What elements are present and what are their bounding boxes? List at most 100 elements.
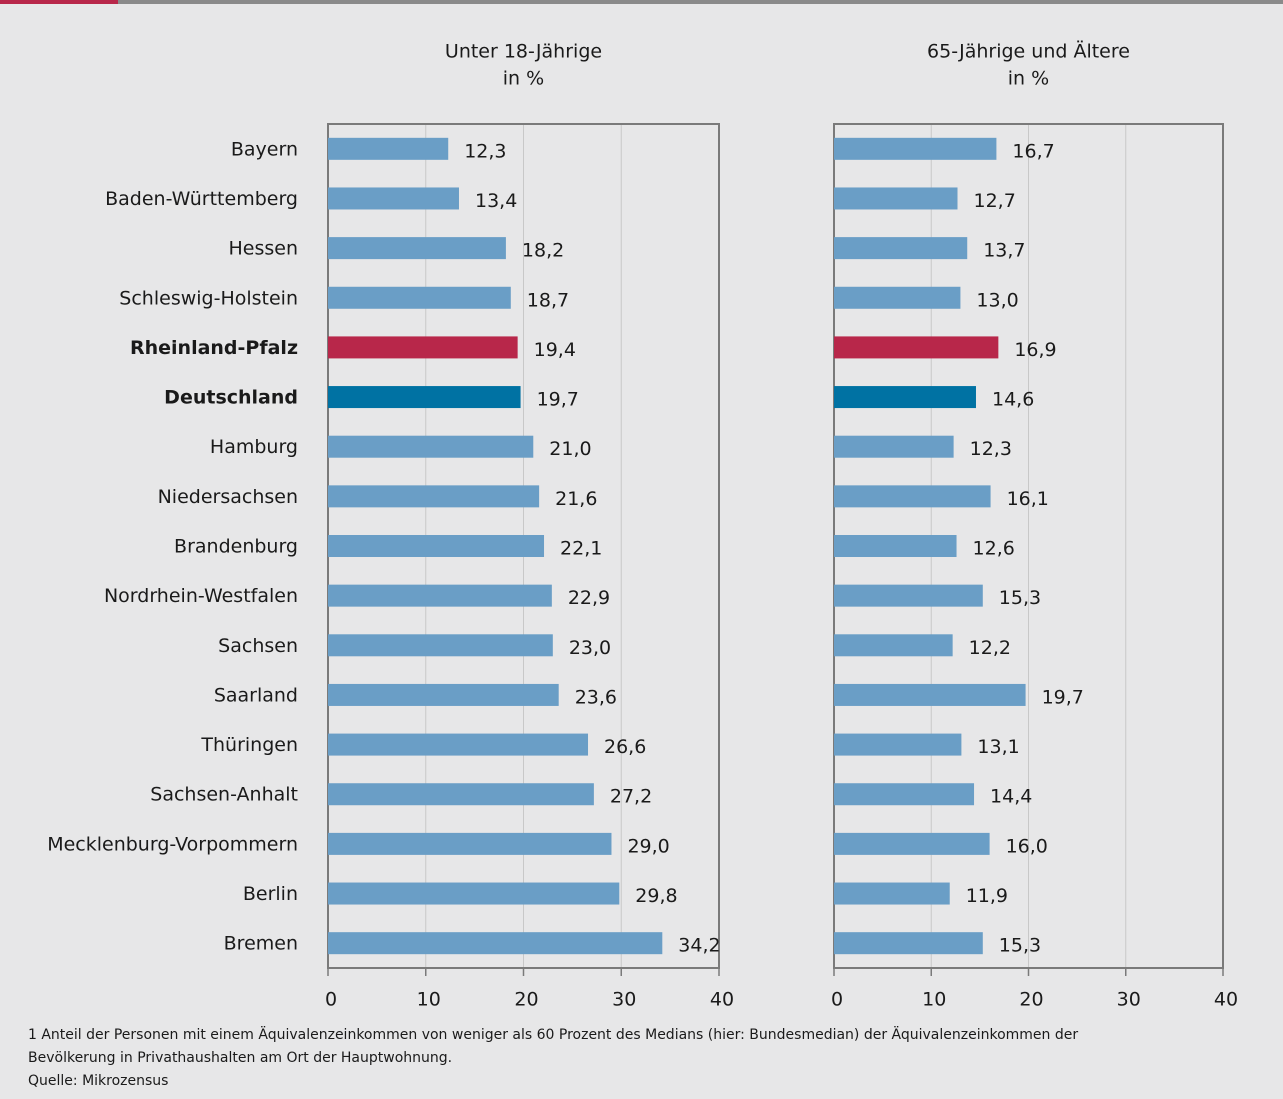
category-label: Bremen	[224, 933, 298, 955]
value-label: 13,1	[977, 736, 1019, 758]
bar	[328, 137, 449, 160]
bar	[834, 733, 962, 756]
chart-title: Unter 18-Jährige	[445, 41, 602, 63]
category-label: Hessen	[228, 238, 298, 260]
bar	[834, 237, 968, 260]
value-label: 29,8	[635, 885, 677, 907]
category-label: Baden-Württemberg	[105, 188, 298, 210]
value-label: 19,4	[534, 339, 576, 361]
category-label: Saarland	[214, 684, 298, 706]
value-label: 29,0	[627, 835, 669, 857]
chart-subtitle: in %	[503, 68, 544, 90]
value-label: 18,7	[527, 289, 569, 311]
value-label: 19,7	[537, 389, 579, 411]
bar	[328, 932, 663, 955]
bar	[328, 187, 459, 210]
category-label: Deutschland	[164, 387, 298, 409]
value-label: 14,4	[990, 786, 1032, 808]
value-label: 21,6	[555, 488, 597, 510]
value-label: 16,0	[1006, 835, 1048, 857]
value-label: 16,9	[1014, 339, 1056, 361]
value-label: 16,1	[1007, 488, 1049, 510]
bar	[834, 634, 953, 657]
chart-subtitle: in %	[1008, 68, 1049, 90]
bar	[328, 683, 559, 706]
bar	[834, 932, 983, 955]
value-label: 14,6	[992, 389, 1034, 411]
x-tick-label: 40	[1214, 989, 1238, 1011]
value-label: 16,7	[1012, 140, 1054, 162]
bar	[328, 435, 534, 458]
bar	[834, 286, 961, 309]
bar	[328, 832, 612, 855]
bar	[834, 336, 999, 359]
value-label: 11,9	[966, 885, 1008, 907]
footnote: Bevölkerung in Privathaushalten am Ort d…	[28, 1050, 452, 1066]
value-label: 12,2	[969, 637, 1011, 659]
value-label: 22,9	[568, 587, 610, 609]
category-label: Schleswig-Holstein	[119, 287, 298, 309]
footnote: 1 Anteil der Personen mit einem Äquivale…	[28, 1025, 1078, 1043]
category-label: Rheinland-Pfalz	[130, 337, 298, 359]
bar	[328, 336, 518, 359]
value-label: 12,7	[974, 190, 1016, 212]
value-label: 18,2	[522, 240, 564, 262]
chart-title: 65-Jährige und Ältere	[927, 40, 1130, 63]
bar	[328, 584, 552, 607]
category-label: Sachsen-Anhalt	[150, 784, 298, 806]
bar	[834, 882, 950, 905]
bar	[328, 386, 521, 409]
bar	[834, 584, 983, 607]
bar	[834, 187, 958, 210]
value-label: 12,3	[464, 140, 506, 162]
footnote: Quelle: Mikrozensus	[28, 1073, 168, 1089]
x-tick-label: 20	[1019, 989, 1043, 1011]
value-label: 34,2	[678, 935, 720, 957]
x-tick-label: 0	[325, 989, 337, 1011]
bar	[328, 535, 545, 557]
category-label: Nordrhein-Westfalen	[104, 585, 298, 607]
x-tick-label: 30	[1117, 989, 1141, 1011]
value-label: 21,0	[549, 438, 591, 460]
value-label: 13,4	[475, 190, 517, 212]
value-label: 13,7	[983, 240, 1025, 262]
value-label: 27,2	[610, 786, 652, 808]
category-label: Niedersachsen	[158, 486, 298, 508]
category-label: Berlin	[243, 883, 298, 905]
value-label: 19,7	[1042, 686, 1084, 708]
value-label: 12,6	[973, 538, 1015, 560]
bar	[328, 783, 594, 806]
bar	[328, 485, 540, 508]
top-accent	[0, 0, 118, 4]
value-label: 26,6	[604, 736, 646, 758]
value-label: 23,0	[569, 637, 611, 659]
category-label: Sachsen	[218, 635, 298, 657]
x-tick-label: 40	[710, 989, 734, 1011]
category-label: Mecklenburg-Vorpommern	[47, 833, 298, 855]
bar	[328, 286, 511, 309]
top-rule	[118, 0, 1283, 4]
value-label: 15,3	[999, 935, 1041, 957]
bar	[834, 435, 954, 458]
x-tick-label: 20	[514, 989, 538, 1011]
category-label: Bayern	[231, 138, 298, 160]
x-tick-label: 10	[922, 989, 946, 1011]
value-label: 22,1	[560, 538, 602, 560]
bar	[834, 535, 957, 557]
value-label: 23,6	[575, 686, 617, 708]
category-label: Brandenburg	[174, 536, 298, 558]
x-tick-label: 10	[417, 989, 441, 1011]
bar	[834, 783, 975, 806]
category-label: Thüringen	[200, 734, 298, 756]
bar	[328, 634, 553, 657]
bar	[328, 237, 506, 260]
value-label: 15,3	[999, 587, 1041, 609]
value-label: 12,3	[970, 438, 1012, 460]
bar	[328, 733, 589, 756]
bar	[834, 137, 997, 160]
bar	[834, 386, 976, 409]
x-tick-label: 0	[831, 989, 843, 1011]
bar	[834, 832, 990, 855]
bar	[834, 683, 1026, 706]
